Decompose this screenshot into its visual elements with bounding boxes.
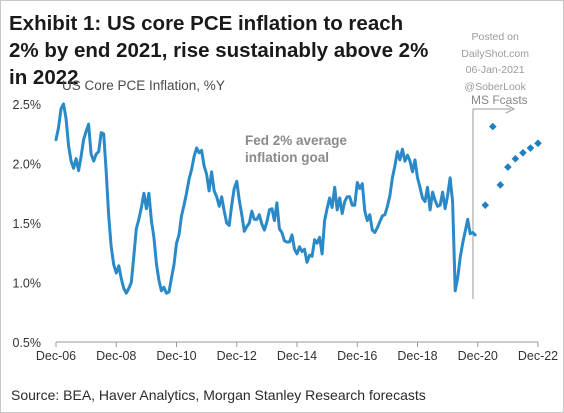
x-tick-label: Dec-08 [96, 349, 136, 363]
forecast-arrow-head [505, 104, 516, 114]
x-tick-label: Dec-14 [277, 349, 317, 363]
x-tick-label: Dec-22 [518, 349, 558, 363]
core-pce-actual-line [54, 102, 477, 295]
forecast-point [526, 144, 535, 152]
y-tick-label: 1.0% [13, 277, 42, 291]
forecast-point [489, 122, 497, 131]
forecast-label: MS Fcasts [471, 93, 528, 107]
y-tick-label: 2.5% [13, 98, 42, 112]
chart-title: Exhibit 1: US core PCE inflation to reac… [9, 10, 429, 91]
fed-goal-label-line-2: inflation goal [245, 150, 329, 165]
y-tick-label: 1.5% [13, 217, 42, 231]
y-axis-ticks: 0.5% 1.0% 1.5% 2.0% 2.5% [13, 98, 42, 350]
y-tick-label: 0.5% [13, 336, 42, 350]
watermark-handle: @SoberLook [464, 80, 526, 93]
forecast-point [534, 139, 542, 148]
x-tick-label: Dec-16 [337, 349, 377, 363]
y-tick-label: 2.0% [13, 158, 42, 172]
x-tick-label: Dec-18 [397, 349, 437, 363]
x-tick-label: Dec-12 [217, 349, 257, 363]
core-pce-chart: US Core PCE Inflation, %Y 0.5% 1.0% 1.5% 2.… [13, 78, 559, 363]
x-axis: Dec-06 Dec-08 Dec-10 Dec-12 Dec-14 Dec-16 Dec-… [36, 341, 558, 363]
watermark: Posted on DailyShot.com 06-Jan-2021 @Sob… [461, 29, 529, 95]
x-tick-label: Dec-10 [156, 349, 196, 363]
forecast-point [481, 201, 490, 209]
watermark-site: DailyShot.com [461, 47, 529, 60]
title-rest: US core PCE inflation to reach 2% by end… [9, 12, 429, 89]
forecast-point [496, 181, 505, 189]
x-tick-label: Dec-20 [458, 349, 498, 363]
forecast-marker: MS Fcasts [471, 93, 528, 299]
title-prefix: Exhibit 1: [9, 12, 102, 35]
watermark-date: 06-Jan-2021 [465, 64, 525, 76]
fed-goal-label-line-1: Fed 2% average [245, 133, 348, 148]
chart-subtitle: US Core PCE Inflation, %Y [62, 78, 225, 93]
forecast-point [504, 163, 512, 171]
forecast-point [511, 154, 520, 163]
source-note: Source: BEA, Haver Analytics, Morgan Sta… [11, 387, 426, 403]
forecast-point [519, 148, 527, 157]
watermark-posted: Posted on [471, 31, 519, 43]
x-tick-label: Dec-06 [36, 349, 76, 363]
